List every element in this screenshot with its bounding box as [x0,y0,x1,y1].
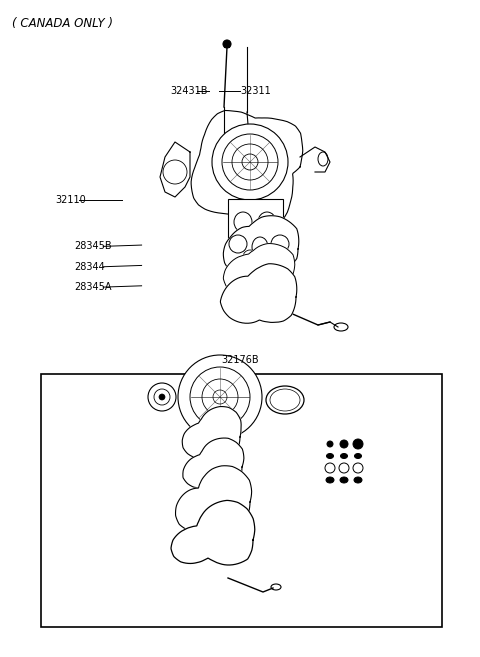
Ellipse shape [355,453,361,459]
Polygon shape [183,438,244,488]
Ellipse shape [326,453,334,459]
Text: ( CANADA ONLY ): ( CANADA ONLY ) [12,17,113,30]
Circle shape [353,439,363,449]
Ellipse shape [340,477,348,483]
Text: 32431B: 32431B [170,85,208,96]
Circle shape [212,124,288,200]
Circle shape [223,40,231,48]
Circle shape [159,394,165,400]
Circle shape [340,440,348,448]
Circle shape [178,355,262,439]
Bar [41,374,442,627]
Text: 32311: 32311 [240,85,271,96]
Text: 32176B: 32176B [221,355,259,365]
Bar [228,199,283,244]
Ellipse shape [326,477,334,483]
Polygon shape [191,110,303,226]
Polygon shape [223,244,295,298]
Ellipse shape [354,477,362,483]
Polygon shape [220,263,297,323]
Text: 32110: 32110 [55,195,86,206]
Ellipse shape [340,453,348,459]
Circle shape [327,441,333,447]
Text: 28345B: 28345B [74,241,112,252]
Polygon shape [182,407,241,458]
Text: 28345A: 28345A [74,282,112,292]
Polygon shape [223,215,299,279]
Text: 28344: 28344 [74,261,105,272]
Polygon shape [176,466,252,532]
Polygon shape [171,501,255,565]
